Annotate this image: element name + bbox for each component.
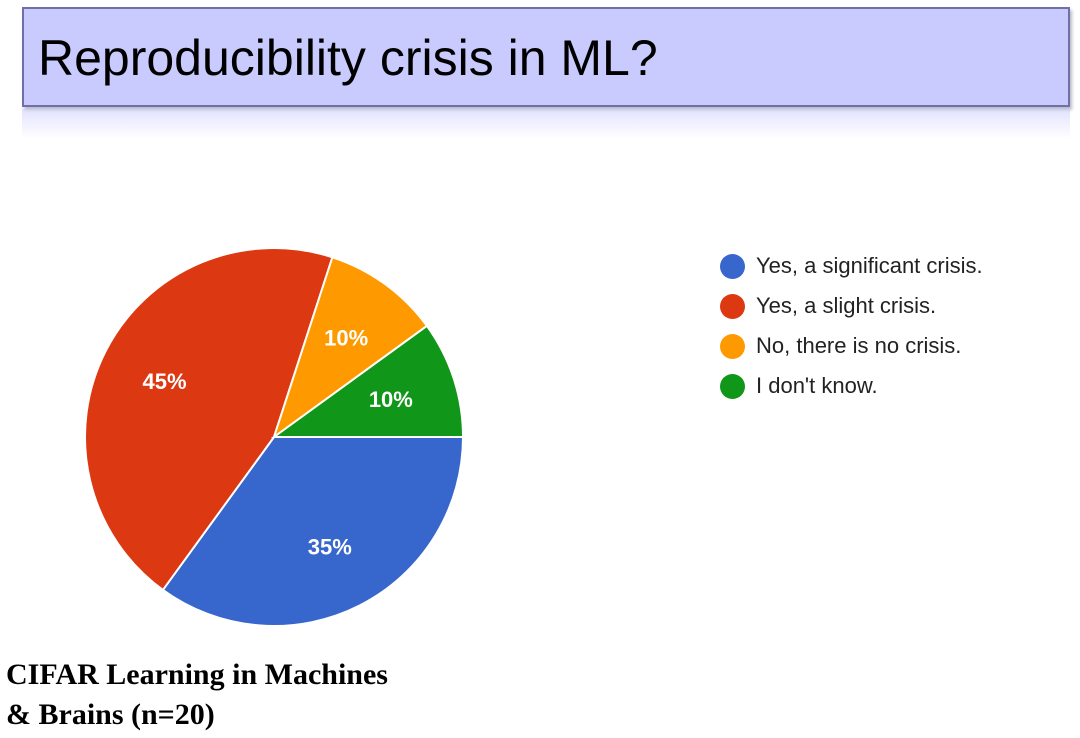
pie-slice-label: 10% (324, 326, 368, 351)
legend-label: I don't know. (756, 373, 878, 398)
legend-item: Yes, a slight crisis. (720, 286, 983, 326)
pie-slice (272, 255, 429, 440)
legend-label: No, there is no crisis. (756, 333, 962, 358)
chart-legend: Yes, a significant crisis. Yes, a slight… (720, 246, 983, 406)
survey-caption: CIFAR Learning in Machines & Brains (n=2… (6, 655, 388, 735)
pie-slice-label: 45% (143, 369, 187, 394)
pie-slice-labels: 35% 45% 10% 10% (143, 326, 413, 560)
caption-line: CIFAR Learning in Machines (6, 658, 388, 691)
legend-label: Yes, a significant crisis. (756, 253, 983, 278)
pie-slice (84, 247, 334, 592)
title-bar: Reproducibility crisis in ML? (22, 7, 1070, 107)
legend-item: I don't know. (720, 366, 983, 406)
pie-slice (270, 324, 465, 438)
slide-title: Reproducibility crisis in ML? (38, 30, 658, 86)
caption-line: & Brains (n=20) (6, 698, 215, 731)
legend-swatch-icon (720, 373, 745, 399)
pie-slices (84, 247, 465, 627)
legend-swatch-icon (720, 253, 745, 279)
legend-item: Yes, a significant crisis. (720, 246, 983, 286)
legend-label: Yes, a slight crisis. (756, 293, 937, 318)
pie-slice-label: 35% (308, 534, 352, 559)
legend-item: No, there is no crisis. (720, 326, 983, 366)
pie-slice (161, 436, 465, 627)
pie-slice-label: 10% (369, 387, 413, 412)
legend-swatch-icon (720, 293, 745, 319)
title-reflection (22, 109, 1070, 139)
legend-swatch-icon (720, 333, 745, 359)
